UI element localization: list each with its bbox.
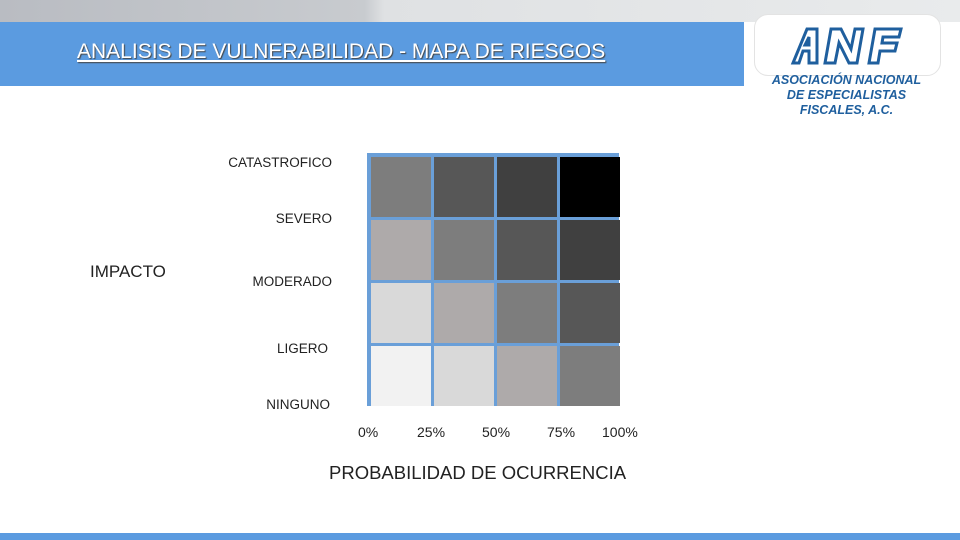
y-axis-title: IMPACTO bbox=[90, 262, 166, 281]
risk-matrix bbox=[367, 153, 620, 406]
risk-cell bbox=[560, 220, 620, 280]
anef-logo-mark-icon bbox=[790, 27, 903, 65]
x-axis-title: PROBABILIDAD DE OCURRENCIA bbox=[329, 462, 627, 483]
x-tick-label: 0% bbox=[358, 424, 379, 440]
risk-cell bbox=[371, 157, 431, 217]
top-strip bbox=[0, 0, 960, 22]
logo-line-3: FISCALES, A.C. bbox=[799, 103, 894, 117]
risk-cell bbox=[434, 157, 494, 217]
organization-logo: ASOCIACIÓN NACIONAL DE ESPECIALISTAS FIS… bbox=[744, 10, 949, 125]
logo-line-1: ASOCIACIÓN NACIONAL bbox=[771, 73, 922, 87]
logo-frame bbox=[754, 14, 941, 76]
y-tick-label: CATASTROFICO bbox=[228, 155, 332, 170]
risk-cell bbox=[434, 283, 494, 343]
bottom-strip bbox=[0, 533, 960, 540]
y-tick-label: NINGUNO bbox=[266, 397, 330, 412]
risk-cell bbox=[434, 346, 494, 406]
risk-cell bbox=[560, 157, 620, 217]
risk-cell bbox=[497, 283, 557, 343]
y-tick-label: SEVERO bbox=[275, 211, 332, 226]
header-band bbox=[0, 22, 744, 86]
risk-cell bbox=[371, 346, 431, 406]
risk-cell bbox=[560, 346, 620, 406]
risk-cell bbox=[434, 220, 494, 280]
risk-cell bbox=[497, 346, 557, 406]
risk-cell bbox=[497, 220, 557, 280]
risk-cell bbox=[497, 157, 557, 217]
x-tick-label: 50% bbox=[482, 424, 511, 440]
x-tick-label: 100% bbox=[602, 424, 638, 440]
risk-cell bbox=[371, 220, 431, 280]
x-tick-label: 75% bbox=[547, 424, 576, 440]
risk-cell bbox=[560, 283, 620, 343]
logo-line-2: DE ESPECIALISTAS bbox=[786, 88, 907, 102]
risk-cell bbox=[371, 283, 431, 343]
logo-text: ASOCIACIÓN NACIONAL DE ESPECIALISTAS FIS… bbox=[744, 73, 949, 118]
y-tick-label: MODERADO bbox=[252, 274, 332, 289]
page-title: ANALISIS DE VULNERABILIDAD - MAPA DE RIE… bbox=[77, 40, 606, 63]
y-tick-label: LIGERO bbox=[276, 341, 328, 356]
x-tick-label: 25% bbox=[417, 424, 446, 440]
